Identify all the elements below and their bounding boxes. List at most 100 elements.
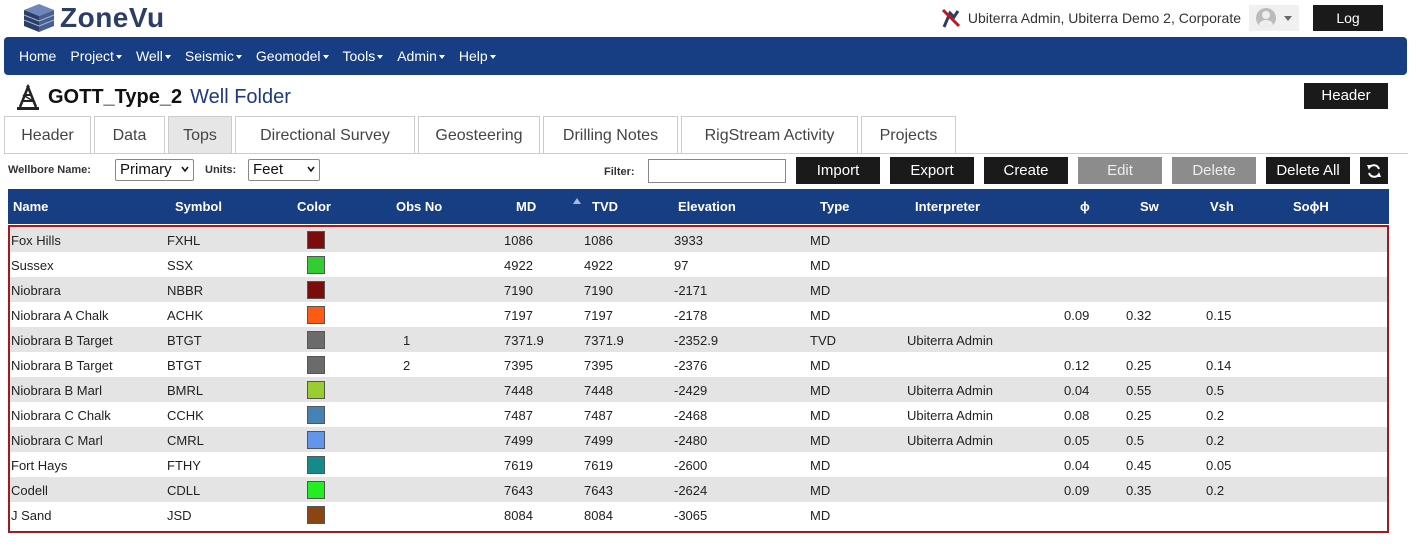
cell-elev: -2352.9 (674, 333, 719, 348)
nav-item-project[interactable]: Project (63, 37, 129, 75)
nav-item-seismic[interactable]: Seismic (178, 37, 249, 75)
nav-item-tools[interactable]: Tools (336, 37, 391, 75)
cell-vsh: 0.2 (1206, 408, 1225, 423)
table-row[interactable]: Sussex SSX 4922 4922 97 MD (10, 252, 1387, 277)
cell-md: 4922 (504, 258, 533, 273)
table-row[interactable]: Fox Hills FXHL 1086 1086 3933 MD (10, 227, 1387, 252)
cell-obs: 2 (403, 358, 411, 373)
tab-directional-survey[interactable]: Directional Survey (235, 116, 415, 154)
table-row[interactable]: Niobrara C Marl CMRL 7499 7499 -2480 MD Ubiter… (10, 427, 1387, 452)
cell-vsh: 0.14 (1206, 358, 1232, 373)
cell-type: MD (810, 383, 831, 398)
color-swatch (307, 406, 325, 424)
nav-item-admin[interactable]: Admin (390, 37, 452, 75)
units-select-value: Feet (253, 161, 284, 178)
export-button[interactable]: Export (890, 157, 974, 184)
caret-down-icon (322, 55, 329, 59)
cell-name: Niobrara B Marl (11, 383, 103, 398)
tab-drilling-notes[interactable]: Drilling Notes (543, 116, 678, 154)
cell-obs: 1 (403, 333, 411, 348)
well-rig-icon (17, 84, 39, 110)
edit-button[interactable]: Edit (1078, 157, 1162, 184)
sort-ascending-icon[interactable] (573, 198, 581, 204)
cell-phi: 0.08 (1064, 408, 1090, 423)
table-row[interactable]: Fort Hays FTHY 7619 7619 -2600 MD 0.04 0.45 0.05 (10, 452, 1387, 477)
cell-tvd: 7643 (584, 483, 613, 498)
cell-name: Codell (11, 483, 48, 498)
user-menu[interactable] (1249, 5, 1299, 31)
filter-label: Filter: (604, 166, 635, 178)
create-button[interactable]: Create (984, 157, 1068, 184)
wellbore-select[interactable]: Primary (115, 159, 194, 181)
column-header[interactable]: Name (13, 199, 49, 214)
cell-elev: -2429 (674, 383, 708, 398)
column-header[interactable]: SoϕH (1293, 199, 1329, 214)
column-header[interactable]: ϕ (1080, 199, 1090, 214)
color-swatch (307, 281, 325, 299)
column-header[interactable]: Vsh (1210, 199, 1234, 214)
nav-item-well[interactable]: Well (129, 37, 178, 75)
column-header[interactable]: Color (297, 199, 331, 214)
chevron-down-icon (181, 166, 189, 173)
table-row[interactable]: Niobrara A Chalk ACHK 7197 7197 -2178 MD 0.09 0… (10, 302, 1387, 327)
cell-type: MD (810, 408, 831, 423)
cell-symbol: BMRL (167, 383, 204, 398)
cell-symbol: BTGT (167, 358, 202, 373)
cell-symbol: CDLL (167, 483, 201, 498)
table-row[interactable]: Niobrara B Target BTGT 2 7395 7395 -2376 MD 0.1… (10, 352, 1387, 377)
color-swatch (307, 506, 325, 524)
tops-table-header: Name Symbol Color Obs No MD TVD Elevation Type I… (8, 189, 1389, 224)
tab-tops[interactable]: Tops (168, 116, 232, 154)
table-row[interactable]: Codell CDLL 7643 7643 -2624 MD 0.09 0.35 0.2 (10, 477, 1387, 502)
table-row[interactable]: Niobrara B Marl BMRL 7448 7448 -2429 MD Ubiter… (10, 377, 1387, 402)
units-select[interactable]: Feet (248, 159, 320, 181)
logo[interactable]: ZoneVu (22, 2, 165, 34)
delete-button[interactable]: Delete (1172, 157, 1256, 184)
table-row[interactable]: J Sand JSD 8084 8084 -3065 MD (10, 502, 1387, 527)
tab-projects[interactable]: Projects (861, 116, 956, 154)
cell-tvd: 8084 (584, 508, 613, 523)
wellbore-label: Wellbore Name: (8, 164, 91, 176)
cell-symbol: CMRL (167, 433, 204, 448)
column-header[interactable]: MD (516, 199, 537, 214)
cell-sw: 0.25 (1126, 408, 1152, 423)
user-status-icon (941, 8, 960, 28)
cell-name: Niobrara (11, 283, 61, 298)
cell-name: Niobrara C Chalk (11, 408, 111, 423)
column-header[interactable]: Interpreter (915, 199, 981, 214)
nav-item-geomodel[interactable]: Geomodel (249, 37, 336, 75)
tab-geosteering[interactable]: Geosteering (418, 116, 540, 154)
tab-header[interactable]: Header (4, 116, 91, 154)
nav-item-help[interactable]: Help (452, 37, 503, 75)
header-button[interactable]: Header (1304, 83, 1388, 109)
logout-button[interactable]: Log out (1313, 5, 1383, 52)
cell-sw: 0.55 (1126, 383, 1152, 398)
cell-elev: -2178 (674, 308, 708, 323)
nav-item-home[interactable]: Home (12, 37, 63, 75)
cell-vsh: 0.5 (1206, 383, 1225, 398)
cell-elev: -2468 (674, 408, 708, 423)
column-header[interactable]: Sw (1140, 199, 1159, 214)
cell-name: Sussex (11, 258, 54, 273)
cell-symbol: ACHK (167, 308, 204, 323)
table-row[interactable]: Niobrara B Target BTGT 1 7371.9 7371.9 -2352.… (10, 327, 1387, 352)
cell-type: MD (810, 458, 831, 473)
column-header[interactable]: TVD (592, 199, 618, 214)
tab-rigstream-activity[interactable]: RigStream Activity (681, 116, 858, 154)
column-header[interactable]: Symbol (175, 199, 222, 214)
column-header[interactable]: Obs No (396, 199, 443, 214)
import-button[interactable]: Import (796, 157, 880, 184)
column-header[interactable]: Type (820, 199, 850, 214)
cell-md: 7448 (504, 383, 533, 398)
tops-table-body: Fox Hills FXHL 1086 1086 3933 MD Sussex SSX 4922… (8, 225, 1389, 533)
delete-all-button[interactable]: Delete All (1266, 157, 1350, 184)
color-swatch (307, 356, 325, 374)
cell-type: TVD (810, 333, 836, 348)
table-row[interactable]: Niobrara C Chalk CCHK 7487 7487 -2468 MD Ubite… (10, 402, 1387, 427)
column-header[interactable]: Elevation (678, 199, 736, 214)
cell-md: 7499 (504, 433, 533, 448)
filter-input[interactable] (648, 159, 786, 183)
table-row[interactable]: Niobrara NBBR 7190 7190 -2171 MD (10, 277, 1387, 302)
tab-data[interactable]: Data (94, 116, 165, 154)
refresh-button[interactable] (1360, 157, 1388, 184)
